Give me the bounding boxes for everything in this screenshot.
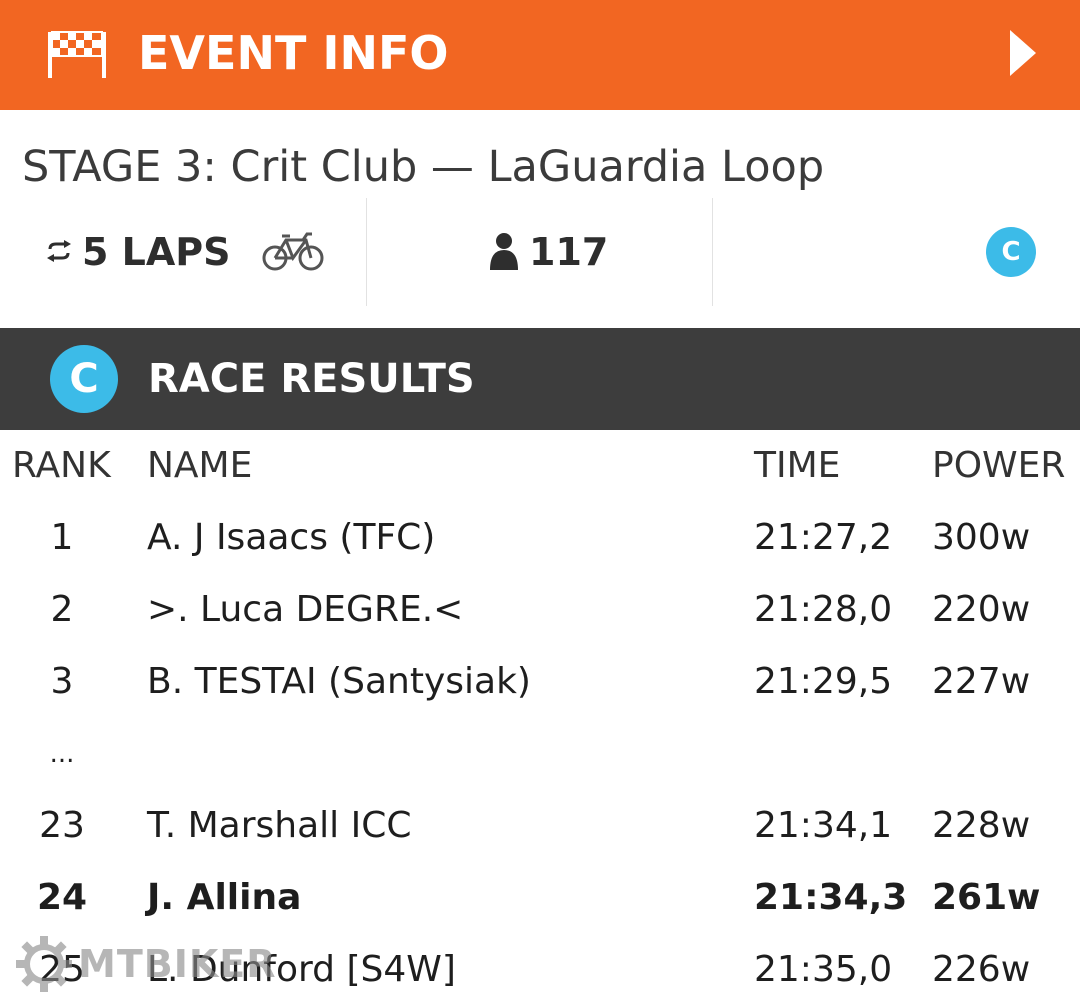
table-row: 23 T. Marshall ICC 21:34,1 228w xyxy=(0,790,1080,862)
name-cell: L. Dunford [S4W] xyxy=(147,949,456,990)
rank-cell: 23 xyxy=(39,805,85,846)
column-name: NAME xyxy=(147,445,253,486)
laps-stat: 5 LAPS xyxy=(0,198,366,306)
bicycle-icon xyxy=(262,232,324,271)
category-badge: C xyxy=(986,227,1036,277)
rank-cell: 1 xyxy=(50,517,74,558)
laps-count: 5 LAPS xyxy=(82,230,231,274)
category-stat: C xyxy=(713,198,1080,306)
checkered-flag-icon xyxy=(48,31,106,78)
power-cell: 227w xyxy=(932,661,1031,702)
table-row-ellipsis: ... xyxy=(0,718,1080,790)
table-row: 25 L. Dunford [S4W] 21:35,0 226w xyxy=(0,934,1080,1006)
play-arrow-icon[interactable] xyxy=(1008,28,1038,78)
time-cell: 21:34,3 xyxy=(754,877,908,918)
name-cell: >. Luca DEGRE.< xyxy=(147,589,464,630)
gear-logo-icon xyxy=(16,936,72,992)
rank-cell: 24 xyxy=(36,877,88,918)
loop-arrows-icon xyxy=(47,240,71,262)
rank-cell: 2 xyxy=(50,589,74,630)
power-cell: 228w xyxy=(932,805,1031,846)
name-cell: A. J Isaacs (TFC) xyxy=(147,517,436,558)
power-cell: 226w xyxy=(932,949,1031,990)
name-cell: J. Allina xyxy=(147,877,302,918)
event-info-header: EVENT INFO xyxy=(0,0,1080,110)
column-power: POWER xyxy=(932,445,1066,486)
name-cell: B. TESTAI (Santysiak) xyxy=(147,661,531,702)
table-row: 3 B. TESTAI (Santysiak) 21:29,5 227w xyxy=(0,646,1080,718)
time-cell: 21:27,2 xyxy=(754,517,893,558)
rank-cell: ... xyxy=(49,739,75,769)
rank-cell: 3 xyxy=(50,661,74,702)
time-cell: 21:28,0 xyxy=(754,589,893,630)
riders-count: 117 xyxy=(529,230,609,274)
table-row: 1 A. J Isaacs (TFC) 21:27,2 300w xyxy=(0,502,1080,574)
header-title: EVENT INFO xyxy=(138,26,449,80)
power-cell: 220w xyxy=(932,589,1031,630)
stat-divider xyxy=(366,198,367,306)
column-rank: RANK xyxy=(12,445,111,486)
table-header: RANK NAME TIME POWER xyxy=(0,430,1080,502)
riders-stat: 117 xyxy=(367,198,712,306)
table-row-highlighted: 24 J. Allina 21:34,3 261w xyxy=(0,862,1080,934)
watermark-text: MTBIKER xyxy=(78,942,277,986)
power-cell: 300w xyxy=(932,517,1031,558)
stat-divider xyxy=(712,198,713,306)
category-c-badge: C xyxy=(50,345,118,413)
table-row: 2 >. Luca DEGRE.< 21:28,0 220w xyxy=(0,574,1080,646)
time-cell: 21:34,1 xyxy=(754,805,893,846)
stage-title: STAGE 3: Crit Club — LaGuardia Loop xyxy=(22,142,825,192)
time-cell: 21:29,5 xyxy=(754,661,893,702)
name-cell: T. Marshall ICC xyxy=(147,805,412,846)
power-cell: 261w xyxy=(932,877,1041,918)
race-results-title: RACE RESULTS xyxy=(148,356,475,402)
race-results-header: C RACE RESULTS xyxy=(0,328,1080,430)
rider-person-icon xyxy=(490,233,518,270)
column-time: TIME xyxy=(754,445,841,486)
time-cell: 21:35,0 xyxy=(754,949,893,990)
